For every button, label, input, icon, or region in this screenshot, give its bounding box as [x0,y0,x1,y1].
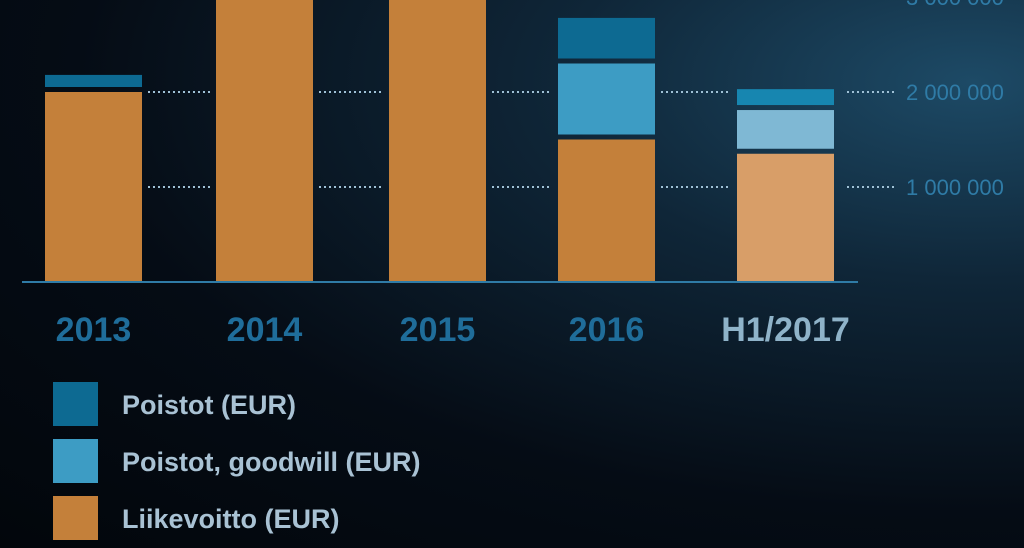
x-tick-label: 2014 [227,311,303,349]
legend-swatch [53,382,98,426]
y-tick-label: 2 000 000 [906,80,1004,105]
bar-segment [558,139,655,282]
legend-label: Poistot (EUR) [122,390,296,420]
x-tick-label: 2015 [400,311,476,349]
gridlines [148,91,895,188]
legend-swatch [53,439,98,483]
bar-segment [737,110,834,149]
bar-segment [45,92,142,282]
legend-label: Liikevoitto (EUR) [122,504,340,534]
legend-swatch [53,496,98,540]
bar-segment [737,89,834,106]
bar-segment [558,17,655,59]
y-tick-label: 1 000 000 [906,175,1004,200]
legend: Poistot (EUR) Poistot, goodwill (EUR) Liik… [53,382,420,540]
bar-segment [737,153,834,282]
bar-segment [216,0,313,282]
bar-segment [558,63,655,135]
y-tick-label: 3 000 000 [906,0,1004,10]
legend-label: Poistot, goodwill (EUR) [122,447,420,477]
x-tick-labels: 2013 2014 2015 2016 H1/2017 [56,311,850,349]
bars [45,0,834,282]
bar-segment [45,74,142,87]
bar-segment [389,0,486,282]
x-tick-label: 2013 [56,311,132,349]
x-tick-label: 2016 [569,311,645,349]
y-tick-labels: 1 000 000 2 000 000 3 000 000 [906,0,1004,200]
x-tick-label: H1/2017 [721,311,850,349]
